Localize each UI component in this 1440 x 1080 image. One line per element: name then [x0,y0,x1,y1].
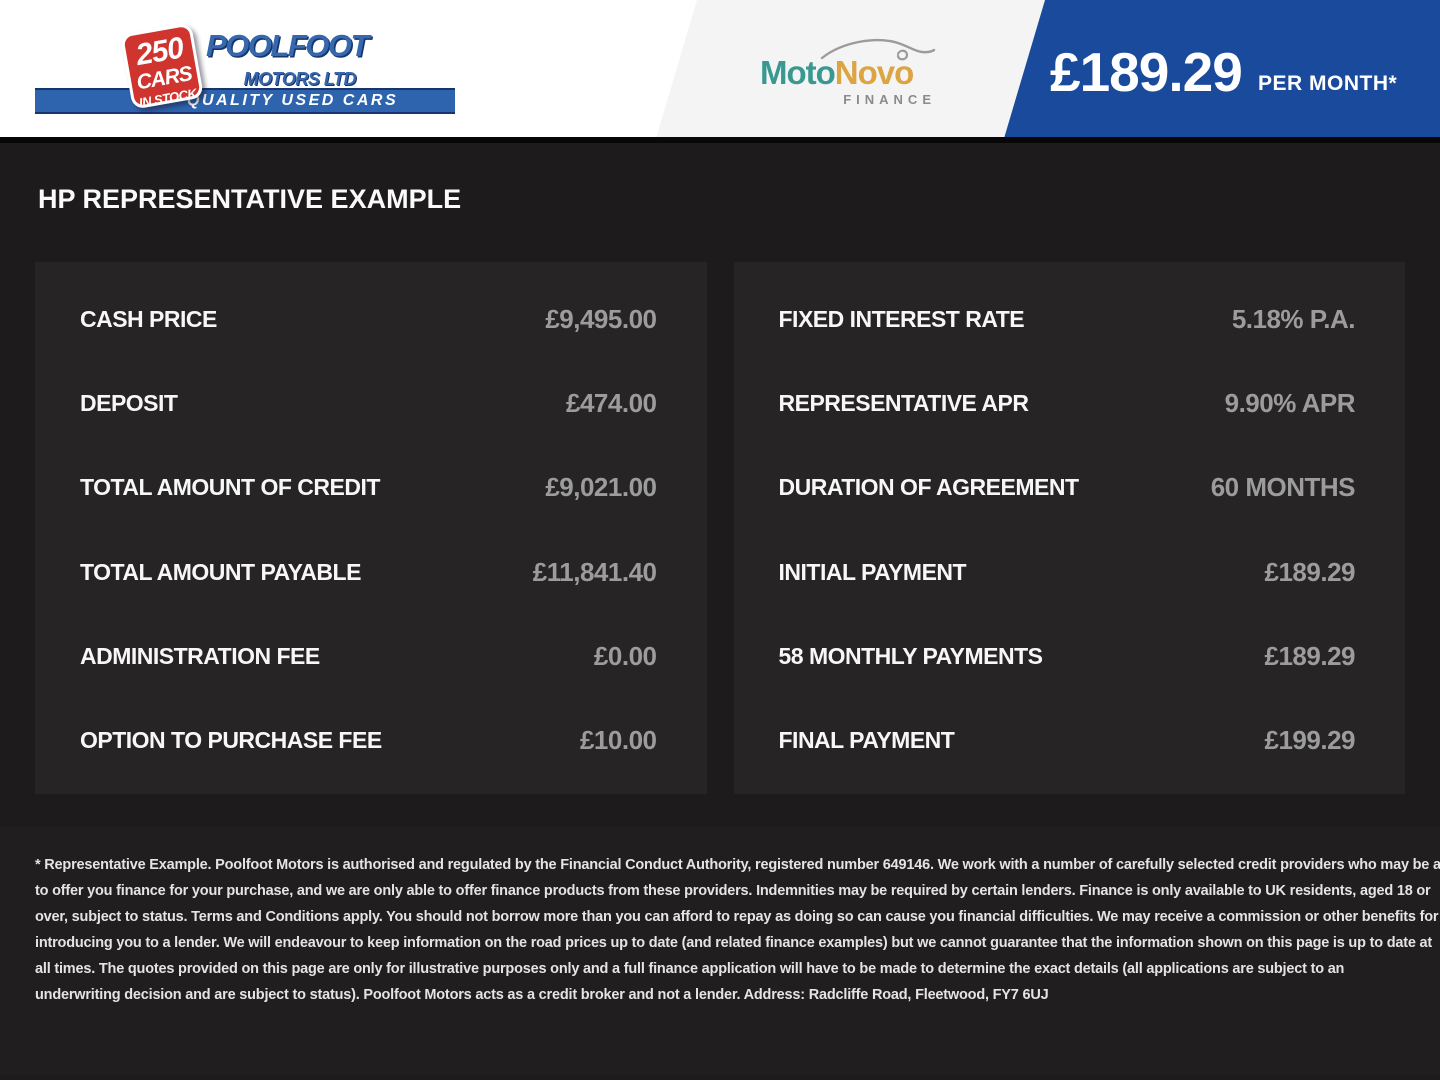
row-label: TOTAL AMOUNT PAYABLE [80,558,361,585]
row-deposit: DEPOSIT £474.00 [80,388,657,419]
row-value: 60 MONTHS [1210,472,1356,503]
row-value: £474.00 [566,388,657,419]
row-initial-payment: INITIAL PAYMENT £189.29 [779,557,1356,588]
row-duration-of-agreement: DURATION OF AGREEMENT 60 MONTHS [779,472,1356,503]
row-value: £0.00 [593,640,657,671]
row-label: OPTION TO PURCHASE FEE [80,726,382,753]
row-value: 5.18% P.A. [1231,304,1356,334]
row-representative-apr: REPRESENTATIVE APR 9.90% APR [779,388,1356,419]
row-value: £189.29 [1264,556,1356,587]
representative-example-section: HP REPRESENTATIVE EXAMPLE CASH PRICE £9,… [0,143,1440,826]
finance-panel-right: FIXED INTEREST RATE 5.18% P.A. REPRESENT… [733,262,1405,794]
row-value: £11,841.40 [532,556,657,587]
row-label: INITIAL PAYMENT [778,558,967,585]
dealer-name-line1: POOLFOOT [206,28,369,63]
disclaimer-line: * Representative Example. Poolfoot Motor… [35,857,1440,873]
row-monthly-payments: 58 MONTHLY PAYMENTS £189.29 [779,641,1356,672]
row-label: TOTAL AMOUNT OF CREDIT [80,474,380,501]
disclaimer-section: * Representative Example. Poolfoot Motor… [0,826,1440,1074]
row-value: £10.00 [579,724,657,755]
row-option-to-purchase-fee: OPTION TO PURCHASE FEE £10.00 [80,725,657,756]
row-total-amount-payable: TOTAL AMOUNT PAYABLE £11,841.40 [80,557,657,588]
row-value: £9,495.00 [545,304,657,334]
monthly-price: £189.29 [1050,41,1243,103]
row-label: FINAL PAYMENT [778,726,955,753]
stock-count-badge: 250 CARS IN STOCK [119,22,205,110]
row-value: 9.90% APR [1224,388,1356,419]
motonovo-finance-logo: MotoNovo FINANCE [760,36,940,108]
row-label: DURATION OF AGREEMENT [778,474,1080,501]
disclaimer-line: all times. The quotes provided on this p… [35,961,1345,977]
finance-wordmark-moto: Moto [760,54,836,91]
row-label: DEPOSIT [80,390,178,417]
row-label: CASH PRICE [80,306,217,332]
disclaimer-line: underwriting decision and are subject to… [35,987,1049,1003]
row-administration-fee: ADMINISTRATION FEE £0.00 [80,641,657,672]
dealer-name: POOLFOOT MOTORS LTD [206,28,369,90]
dealer-logo: 250 CARS IN STOCK POOLFOOT MOTORS LTD QU… [0,0,470,137]
row-cash-price: CASH PRICE £9,495.00 [80,304,657,335]
finance-panel-left: CASH PRICE £9,495.00 DEPOSIT £474.00 TOT… [35,262,707,794]
header-banner: 250 CARS IN STOCK POOLFOOT MOTORS LTD QU… [0,0,1440,143]
dealer-tagline-bar: QUALITY USED CARS [35,88,455,114]
section-title: HP REPRESENTATIVE EXAMPLE [38,184,462,214]
monthly-price-suffix: PER MONTH* [1258,72,1398,95]
car-outline-icon [820,38,936,61]
dealer-tagline: QUALITY USED CARS [187,92,399,109]
finance-panels: CASH PRICE £9,495.00 DEPOSIT £474.00 TOT… [35,262,1405,794]
row-label: 58 MONTHLY PAYMENTS [778,642,1044,669]
finance-wordmark: MotoNovo [760,54,914,92]
row-label: ADMINISTRATION FEE [80,642,320,669]
row-value: £199.29 [1264,724,1356,755]
row-fixed-interest-rate: FIXED INTEREST RATE 5.18% P.A. [779,304,1356,335]
row-total-amount-of-credit: TOTAL AMOUNT OF CREDIT £9,021.00 [80,472,657,503]
row-value: £189.29 [1264,640,1356,671]
disclaimer-line: to offer you finance for your purchase, … [35,883,1431,899]
disclaimer-line: over, subject to status. Terms and Condi… [35,909,1439,925]
row-label: REPRESENTATIVE APR [778,390,1030,417]
row-label: FIXED INTEREST RATE [778,306,1025,332]
finance-subtitle: FINANCE [843,92,936,107]
disclaimer-line: introducing you to a lender. We will end… [35,935,1433,951]
row-final-payment: FINAL PAYMENT £199.29 [779,725,1356,756]
row-value: £9,021.00 [545,472,657,503]
finance-wordmark-novo: Novo [834,54,914,91]
dealer-name-line2: MOTORS LTD [243,69,357,89]
